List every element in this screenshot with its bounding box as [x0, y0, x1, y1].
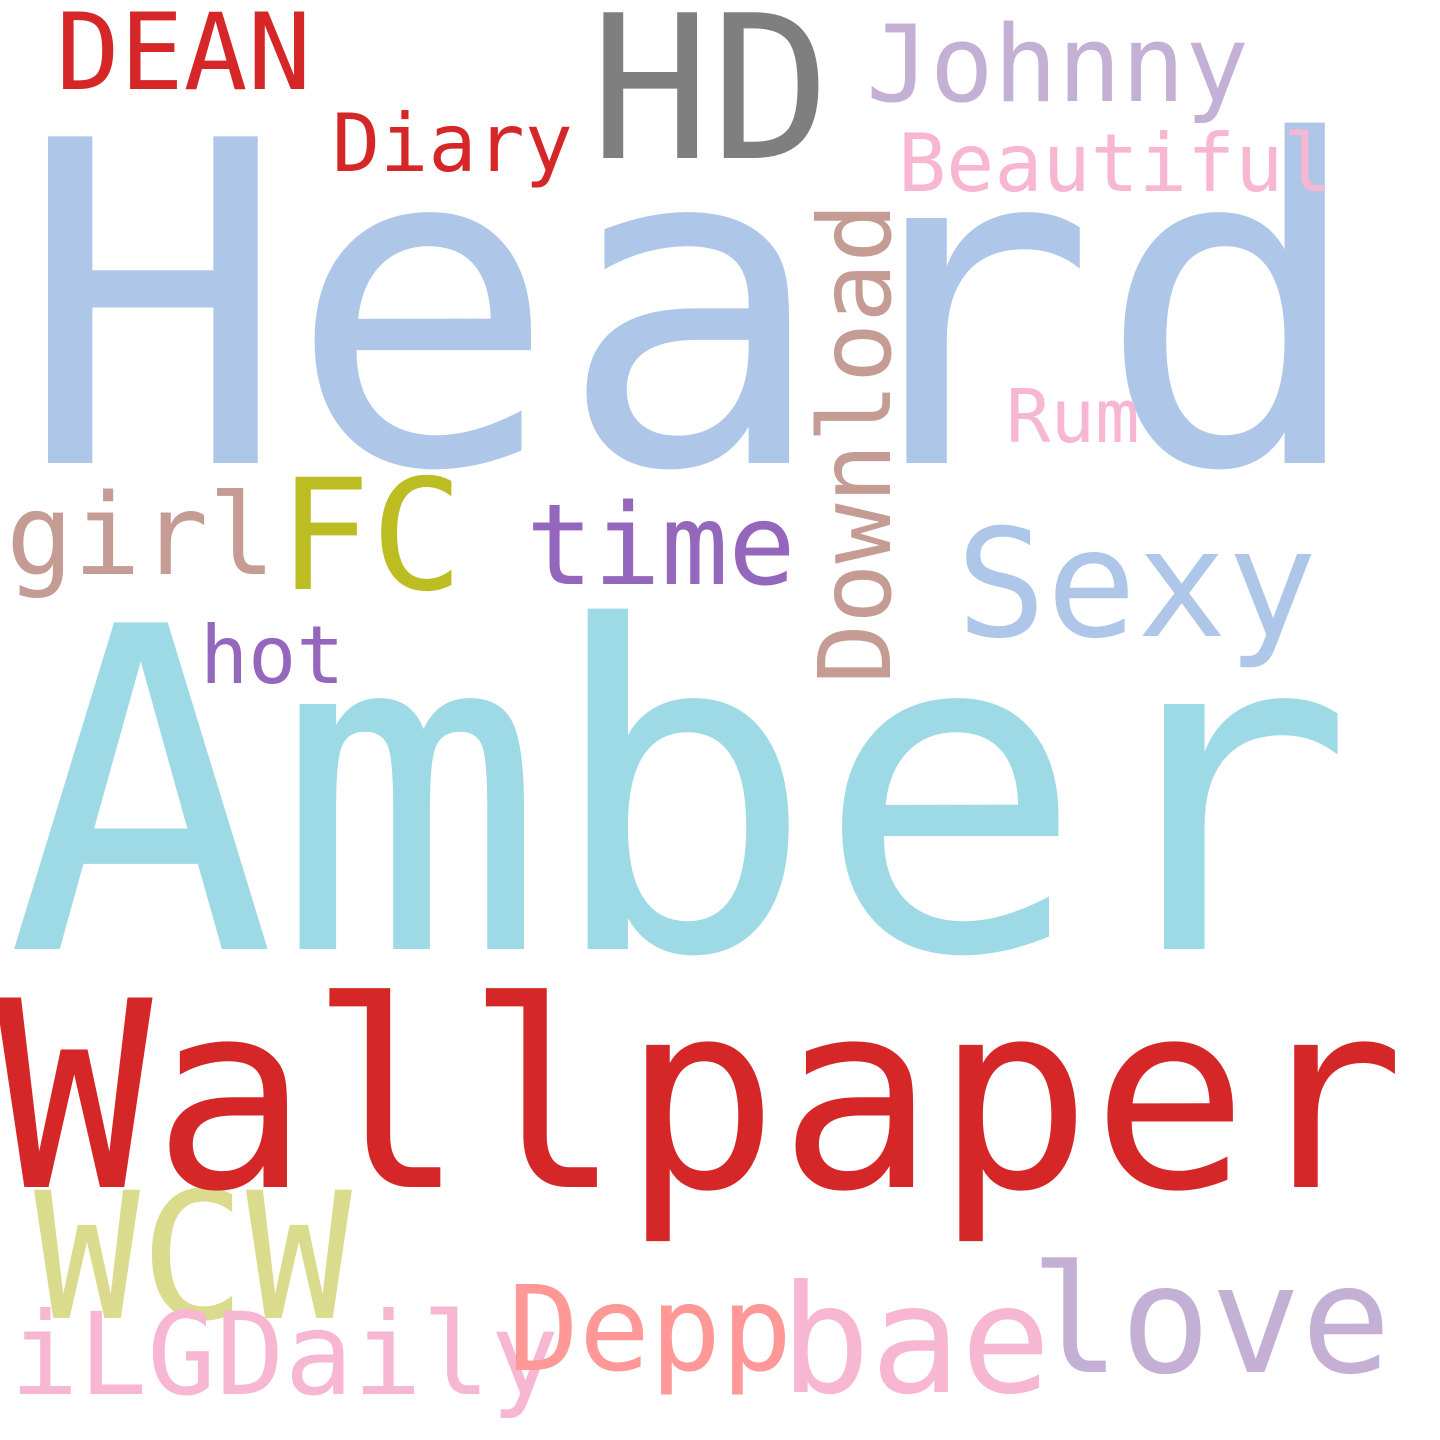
word-love: love — [1030, 1234, 1392, 1408]
word-fc: FC — [278, 447, 464, 626]
word-download: Download — [797, 202, 914, 684]
word-johnny: Johnny — [866, 3, 1249, 126]
word-amber: Amber — [6, 533, 1355, 1055]
word-hd: HD — [590, 0, 831, 206]
word-sexy: Sexy — [956, 498, 1318, 672]
word-dean: DEAN — [56, 0, 312, 114]
word-beautiful: Beautiful — [898, 117, 1332, 210]
word-rum: Rum — [1006, 374, 1140, 460]
word-wallpaper: Wallpaper — [0, 947, 1405, 1249]
word-diary: Diary — [332, 97, 573, 190]
word-depp: Depp — [508, 1260, 793, 1398]
word-bae: bae — [780, 1254, 1051, 1428]
word-heard: Heard — [18, 47, 1367, 569]
word-time: time — [526, 481, 796, 611]
word-ilgdaily: iLGDaily — [10, 1288, 560, 1421]
word-hot: hot — [200, 609, 345, 702]
word-wcw: WCW — [34, 1155, 352, 1360]
word-girl: girl — [6, 471, 276, 601]
